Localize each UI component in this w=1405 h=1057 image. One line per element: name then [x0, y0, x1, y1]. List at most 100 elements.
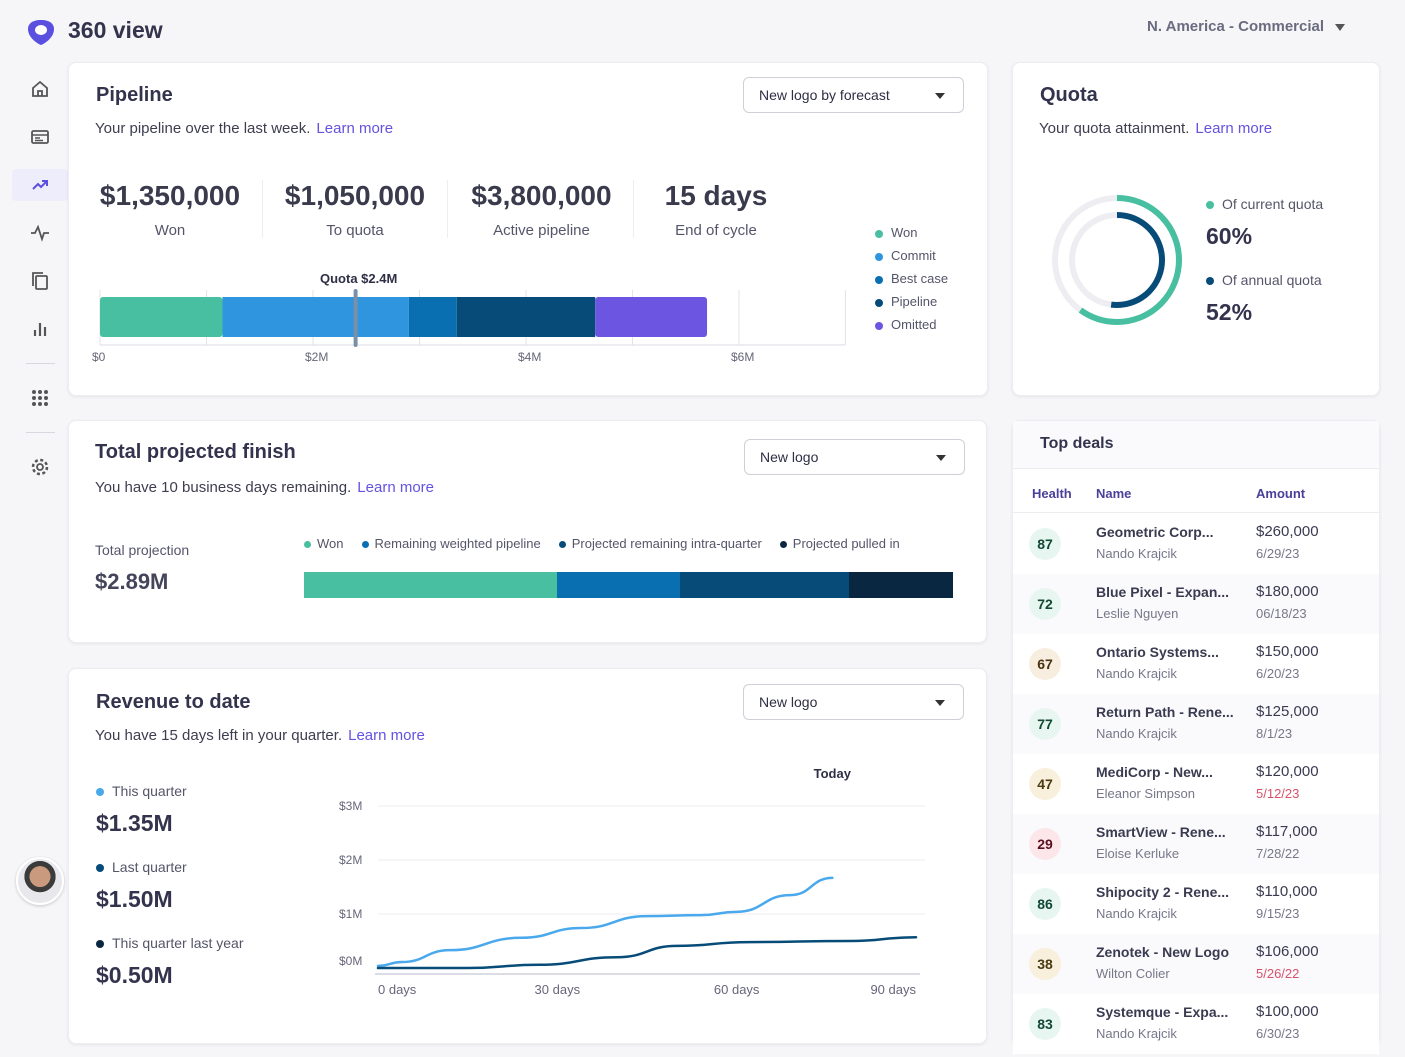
- annual-quota-legend: Of annual quota: [1206, 272, 1322, 288]
- legend-dot: [304, 541, 311, 549]
- current-quota-ring: [1052, 195, 1182, 325]
- deal-owner: Nando Krajcik: [1096, 546, 1177, 561]
- caret-down-icon: [935, 93, 945, 99]
- today-label: Today: [814, 766, 852, 781]
- total-projection-value: $2.89M: [95, 569, 169, 594]
- projected-dropdown[interactable]: New logo: [744, 439, 965, 475]
- legend-dot: [779, 541, 787, 549]
- health-badge: 86: [1029, 888, 1061, 920]
- deal-amount: $110,000: [1256, 883, 1318, 900]
- sidebar-item-home[interactable]: [12, 73, 68, 105]
- projected-subtitle: You have 10 business days remaining. Lear…: [95, 479, 434, 496]
- pipeline-title: Pipeline: [96, 84, 173, 106]
- sidebar-item-reports[interactable]: [12, 313, 68, 345]
- legend-item: Projected pulled in: [779, 536, 900, 551]
- sidebar-divider: [26, 432, 55, 433]
- deal-row[interactable]: 38 Zenotek - New Logo Wilton Colier $106,00…: [1013, 934, 1379, 994]
- series-label: Last quarter: [112, 859, 187, 875]
- legend-dot: [96, 864, 104, 873]
- deal-row[interactable]: 67 Ontario Systems... Nando Krajcik $150,00…: [1013, 634, 1379, 694]
- deal-amount: $260,000: [1256, 523, 1319, 540]
- bar-segment[interactable]: [680, 572, 850, 598]
- legend-dot: [875, 252, 883, 261]
- sidebar-item-apps[interactable]: [12, 382, 68, 414]
- bar-segment-commit[interactable]: [222, 297, 409, 337]
- bar-segment[interactable]: [304, 572, 558, 598]
- deal-name[interactable]: SmartView - Rene...: [1096, 824, 1226, 840]
- deal-row[interactable]: 83 Systemque - Expa... Nando Krajcik $100,0…: [1013, 994, 1379, 1054]
- deal-name[interactable]: Ontario Systems...: [1096, 644, 1219, 660]
- bar-segment-won[interactable]: [100, 297, 223, 337]
- bar-segment-omitted[interactable]: [595, 297, 708, 337]
- series-value: $0.50M: [96, 962, 173, 988]
- revenue-learn-more-link[interactable]: Learn more: [348, 727, 425, 744]
- sidebar-item-copy[interactable]: [12, 265, 68, 297]
- deal-name[interactable]: MediCorp - New...: [1096, 764, 1213, 780]
- deal-row[interactable]: 72 Blue Pixel - Expan... Leslie Nguyen $180…: [1013, 574, 1379, 634]
- stat-end-of-cycle: 15 days End of cycle: [640, 180, 792, 239]
- deal-close-date: 5/12/23: [1256, 786, 1300, 801]
- health-badge: 29: [1029, 828, 1061, 860]
- bar-segment[interactable]: [557, 572, 681, 598]
- stat-divider: [262, 180, 263, 238]
- deal-row[interactable]: 47 MediCorp - New... Eleanor Simpson $120,0…: [1013, 754, 1379, 814]
- quota-learn-more-link[interactable]: Learn more: [1195, 120, 1273, 137]
- deal-name[interactable]: Return Path - Rene...: [1096, 704, 1234, 720]
- legend-dot: [875, 229, 883, 238]
- legend-dot: [558, 541, 566, 549]
- deal-name[interactable]: Shipocity 2 - Rene...: [1096, 884, 1230, 900]
- deal-amount: $150,000: [1256, 643, 1319, 660]
- sidebar-item-settings[interactable]: [12, 451, 68, 483]
- deal-name[interactable]: Systemque - Expa...: [1096, 1004, 1229, 1020]
- column-name[interactable]: Name: [1096, 486, 1132, 501]
- deal-name[interactable]: Blue Pixel - Expan...: [1096, 584, 1230, 600]
- gear-icon: [31, 458, 49, 476]
- revenue-subtitle: You have 15 days left in your quarter. Le…: [95, 727, 425, 744]
- quota-subtitle: Your quota attainment. Learn more: [1039, 120, 1272, 137]
- deal-row[interactable]: 86 Shipocity 2 - Rene... Nando Krajcik $110…: [1013, 874, 1379, 934]
- series-legend: This quarter last year: [96, 935, 244, 951]
- bar-segment-best-case[interactable]: [408, 297, 457, 337]
- legend-label: Projected remaining intra-quarter: [571, 536, 762, 551]
- series-line-0: [376, 876, 834, 968]
- bar-segment[interactable]: [849, 572, 953, 598]
- deal-amount: $106,000: [1256, 943, 1319, 960]
- projected-learn-more-link[interactable]: Learn more: [357, 479, 435, 496]
- user-avatar[interactable]: [16, 857, 64, 905]
- deal-name[interactable]: Zenotek - New Logo: [1096, 944, 1229, 960]
- deal-row[interactable]: 87 Geometric Corp... Nando Krajcik $260,000…: [1013, 514, 1379, 574]
- bar-segment-pipeline[interactable]: [456, 297, 596, 337]
- sidebar-item-activity[interactable]: [12, 217, 68, 249]
- pipeline-forecast-dropdown[interactable]: New logo by forecast: [743, 77, 964, 113]
- deal-row[interactable]: 29 SmartView - Rene... Eloise Kerluke $117,…: [1013, 814, 1379, 874]
- deal-owner: Nando Krajcik: [1096, 1026, 1177, 1041]
- sidebar-item-trending[interactable]: [12, 169, 68, 201]
- column-amount[interactable]: Amount: [1256, 486, 1306, 501]
- dropdown-value: New logo by forecast: [759, 87, 890, 103]
- pipeline-learn-more-link[interactable]: Learn more: [316, 120, 394, 137]
- pipeline-legend: Won Commit Best case Pipeline Omitted: [875, 221, 948, 336]
- x-tick-label: $2M: [305, 350, 328, 364]
- bar-chart-icon: [33, 323, 47, 336]
- projected-legend: Won Remaining weighted pipeline Projected …: [304, 536, 900, 551]
- deal-close-date: 9/15/23: [1256, 906, 1300, 921]
- deal-name[interactable]: Geometric Corp...: [1096, 524, 1214, 540]
- region-label: N. America - Commercial: [1147, 18, 1325, 35]
- sidebar-item-inbox[interactable]: [12, 121, 68, 153]
- caret-down-icon: [935, 700, 945, 706]
- current-quota-label: Of current quota: [1222, 196, 1324, 212]
- stat-label: To quota: [326, 222, 384, 239]
- series-value: $1.35M: [96, 810, 173, 836]
- deal-owner: Leslie Nguyen: [1096, 606, 1179, 621]
- stat-value: 15 days: [664, 180, 768, 211]
- series-value: $1.50M: [96, 886, 173, 912]
- legend-dot: [1206, 201, 1214, 210]
- x-tick-label: $6M: [731, 350, 754, 364]
- pipeline-subtitle-text: Your pipeline over the last week.: [95, 120, 311, 137]
- region-selector[interactable]: N. America - Commercial: [1147, 18, 1346, 35]
- deal-row[interactable]: 77 Return Path - Rene... Nando Krajcik $125…: [1013, 694, 1379, 754]
- revenue-dropdown[interactable]: New logo: [743, 684, 964, 720]
- column-health[interactable]: Health: [1032, 486, 1072, 501]
- deal-owner: Nando Krajcik: [1096, 726, 1177, 741]
- legend-item: Won: [304, 536, 344, 551]
